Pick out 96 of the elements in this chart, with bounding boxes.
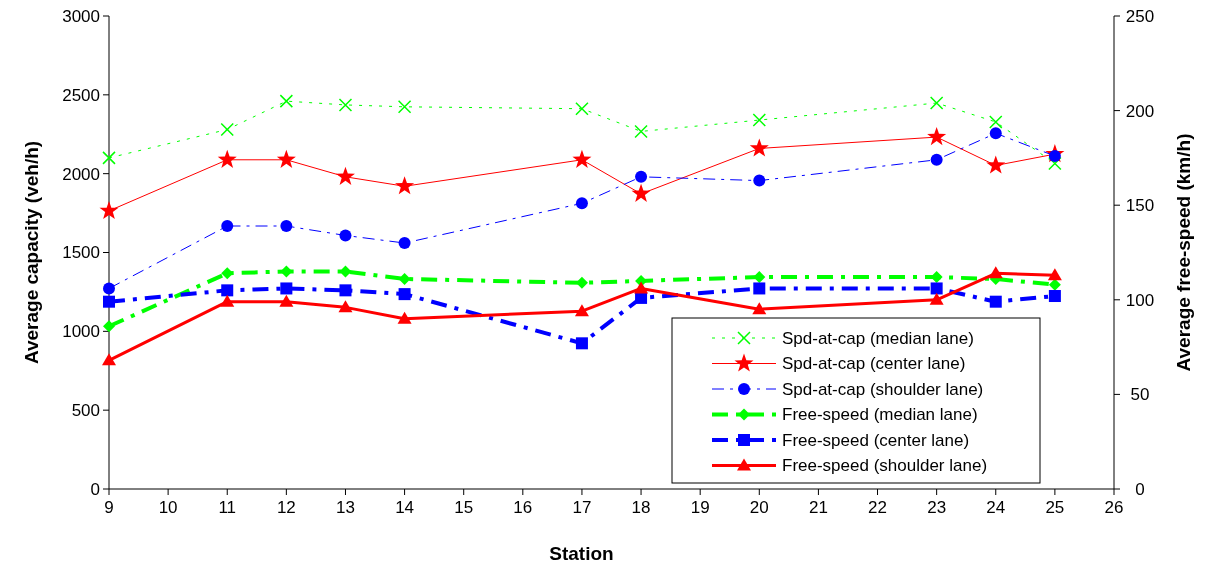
- point: [989, 115, 1003, 129]
- x-tick-label: 10: [158, 498, 178, 517]
- point: [631, 183, 651, 202]
- point: [929, 292, 944, 305]
- point: [634, 281, 649, 294]
- point: [339, 284, 352, 297]
- x-tick-label: 13: [336, 498, 355, 517]
- point: [279, 294, 294, 307]
- point: [635, 291, 648, 304]
- point: [102, 151, 116, 165]
- point: [1047, 268, 1062, 281]
- point: [279, 94, 294, 108]
- x-tick-label: 25: [1045, 498, 1065, 517]
- point: [574, 304, 589, 317]
- legend-label: Free-speed (median lane): [782, 405, 978, 425]
- point: [397, 100, 412, 114]
- point: [99, 200, 119, 219]
- point: [930, 153, 943, 166]
- y-tick-label: 2000: [62, 164, 100, 184]
- y2-tick-label: 50: [1130, 385, 1150, 405]
- x-tick-label: 15: [454, 498, 474, 517]
- x-tick-label: 22: [868, 498, 887, 517]
- x-tick-label: 24: [986, 498, 1006, 517]
- y2-tick-label: 150: [1125, 196, 1155, 216]
- point: [103, 282, 115, 295]
- x-axis-title: Station: [549, 543, 614, 564]
- point: [395, 176, 415, 195]
- y2-axis-title: Average free-speed (km/h): [1173, 133, 1194, 372]
- y-tick-label: 2500: [62, 85, 100, 105]
- point: [753, 271, 766, 284]
- y-tick-label: 1500: [62, 243, 100, 263]
- point: [220, 122, 234, 137]
- legend-label: Spd-at-cap (median lane): [782, 328, 974, 348]
- point: [929, 96, 944, 110]
- x-tick-label: 20: [749, 498, 769, 517]
- point: [338, 98, 353, 112]
- y-tick-label: 3000: [62, 6, 100, 26]
- y2-tick-label: 250: [1125, 6, 1155, 26]
- point: [635, 170, 648, 183]
- point: [927, 127, 947, 146]
- x-tick-label: 23: [927, 498, 947, 517]
- point: [749, 138, 769, 157]
- point: [221, 284, 234, 297]
- point: [930, 282, 943, 295]
- point: [989, 127, 1002, 140]
- point: [339, 229, 352, 242]
- point: [398, 237, 411, 250]
- point: [753, 282, 766, 295]
- point: [280, 282, 293, 295]
- y2-tick-label: 200: [1125, 101, 1155, 121]
- point: [217, 149, 237, 168]
- point: [575, 101, 589, 116]
- point: [280, 220, 293, 233]
- y2-tick-label: 100: [1125, 290, 1155, 310]
- x-tick-label: 11: [218, 498, 237, 517]
- point: [989, 295, 1002, 308]
- legend-label: Free-speed (shoulder lane): [782, 456, 988, 476]
- y-tick-label: 500: [71, 401, 100, 421]
- y-tick-label: 0: [90, 479, 100, 499]
- legend-label: Spd-at-cap (center lane): [782, 354, 966, 374]
- point: [103, 320, 115, 333]
- point: [753, 174, 766, 187]
- x-tick-label: 19: [690, 498, 710, 517]
- point: [986, 155, 1006, 174]
- point: [338, 300, 353, 313]
- x-tick-label: 18: [631, 498, 651, 517]
- legend-label: Spd-at-cap (shoulder lane): [782, 379, 984, 399]
- point: [276, 149, 296, 168]
- point: [752, 113, 767, 127]
- point: [752, 302, 767, 315]
- point: [398, 288, 411, 301]
- x-tick-label: 26: [1104, 498, 1124, 517]
- point: [103, 295, 115, 308]
- point: [335, 166, 355, 185]
- point: [397, 311, 412, 324]
- point: [575, 337, 588, 350]
- point: [221, 220, 234, 233]
- point: [572, 149, 592, 168]
- y-tick-label: 1000: [62, 322, 100, 342]
- x-tick-label: 14: [395, 498, 415, 517]
- x-tick-label: 16: [513, 498, 533, 517]
- x-tick-label: 17: [572, 498, 592, 517]
- point: [398, 272, 411, 285]
- y-axis-title: Average capacity (veh/h): [21, 140, 42, 365]
- y2-tick-label: 0: [1135, 479, 1145, 499]
- legend-label: Free-speed (center lane): [782, 430, 970, 450]
- point: [102, 353, 116, 366]
- point: [988, 266, 1003, 279]
- point: [575, 197, 588, 210]
- point: [1048, 290, 1061, 303]
- point: [220, 294, 235, 307]
- point: [1048, 156, 1062, 171]
- point: [634, 124, 648, 139]
- x-tick-label: 9: [104, 498, 114, 517]
- x-tick-label: 21: [808, 498, 828, 517]
- x-tick-label: 12: [276, 498, 296, 517]
